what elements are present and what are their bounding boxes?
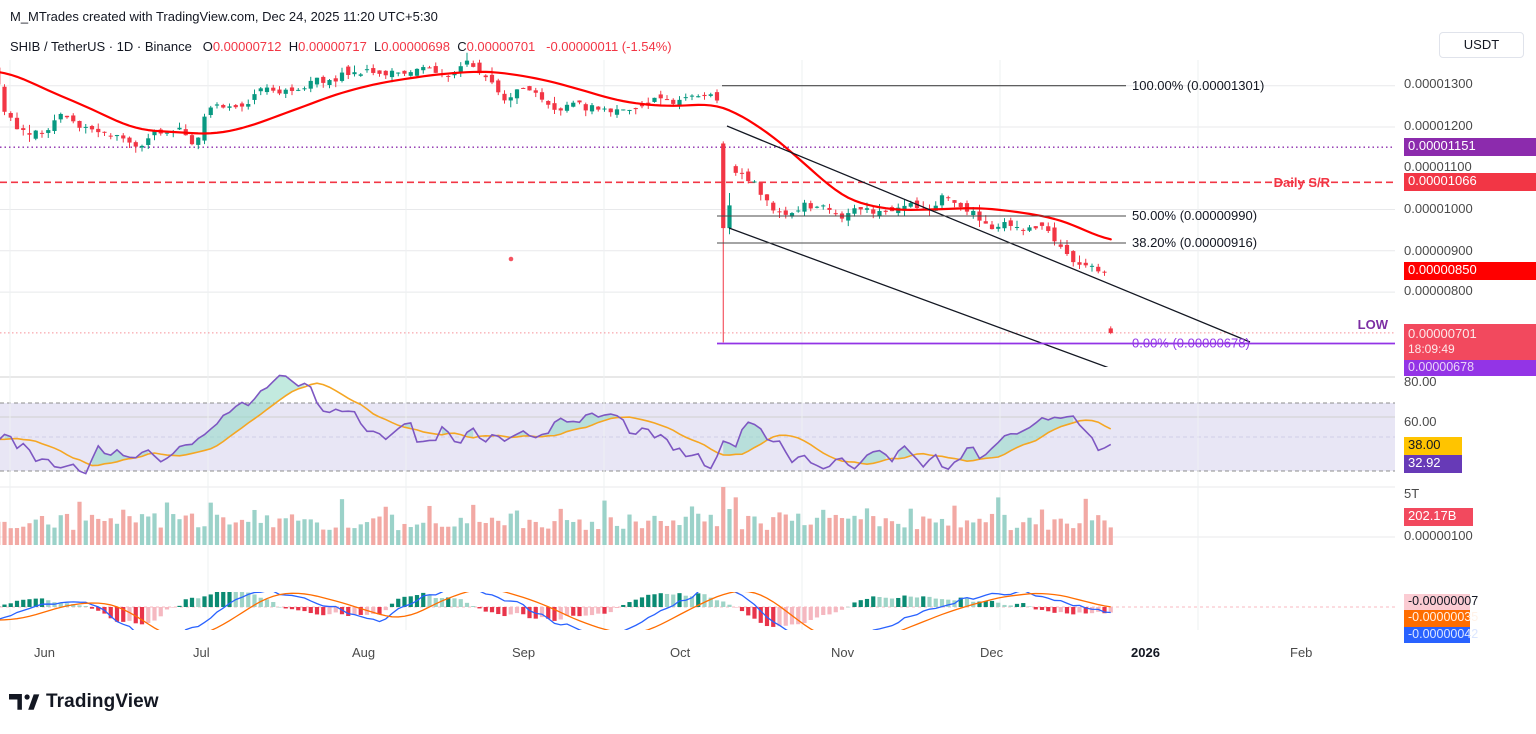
svg-text:100.00% (0.00001301): 100.00% (0.00001301): [1132, 78, 1264, 93]
svg-text:38.20% (0.00000916): 38.20% (0.00000916): [1132, 235, 1257, 250]
svg-text:LOW: LOW: [1358, 317, 1389, 332]
svg-text:50.00% (0.00000990): 50.00% (0.00000990): [1132, 208, 1257, 223]
svg-text:Daily S/R: Daily S/R: [1274, 175, 1331, 190]
svg-text:0.00% (0.00000678): 0.00% (0.00000678): [1132, 336, 1250, 351]
